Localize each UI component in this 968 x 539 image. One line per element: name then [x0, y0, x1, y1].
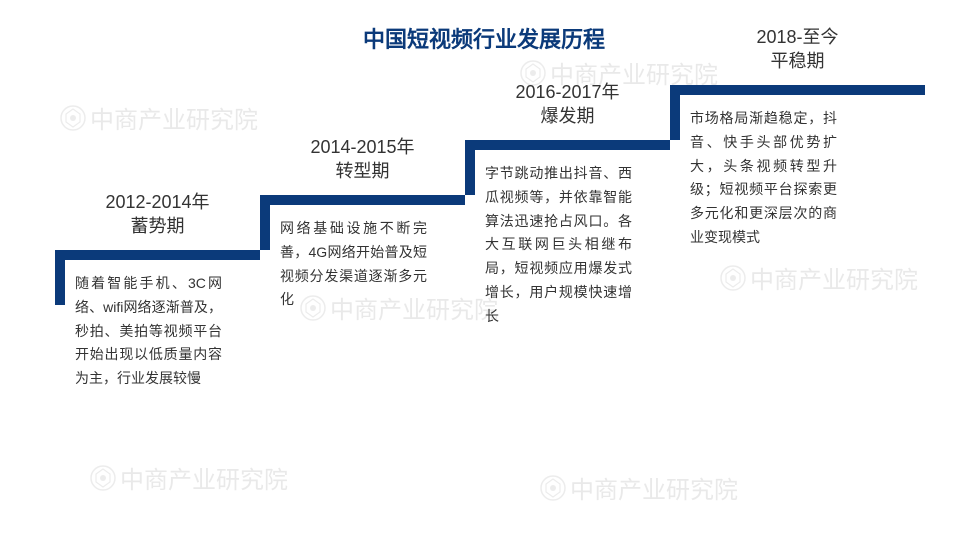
watermark: 中商产业研究院: [720, 260, 918, 295]
stage-desc-0: 随着智能手机、3C网络、wifi网络逐渐普及，秒拍、美拍等视频平台开始出现以低质…: [55, 260, 230, 391]
stage-period: 2018-至今: [670, 25, 925, 49]
stage-label-2: 2016-2017年爆发期: [465, 80, 670, 129]
step-tread: [465, 140, 670, 150]
stage-period: 2016-2017年: [465, 80, 670, 104]
watermark: 中商产业研究院: [540, 470, 738, 505]
watermark: 中商产业研究院: [90, 460, 288, 495]
step-tread: [55, 250, 260, 260]
stage-period: 2014-2015年: [260, 135, 465, 159]
stage-period: 2012-2014年: [55, 190, 260, 214]
stage-phase: 转型期: [260, 159, 465, 183]
stage-phase: 平稳期: [670, 49, 925, 73]
stage-desc-2: 字节跳动推出抖音、西瓜视频等，并依靠智能算法迅速抢占风口。各大互联网巨头相继布局…: [465, 150, 640, 329]
stage-desc-3: 市场格局渐趋稳定，抖音、快手头部优势扩大，头条视频转型升级；短视频平台探索更多元…: [670, 95, 845, 250]
step-tread: [260, 195, 465, 205]
stage-label-1: 2014-2015年转型期: [260, 135, 465, 184]
stage-desc-1: 网络基础设施不断完善，4G网络开始普及短视频分发渠道逐渐多元化: [260, 205, 435, 312]
stage-phase: 蓄势期: [55, 214, 260, 238]
stage-label-0: 2012-2014年蓄势期: [55, 190, 260, 239]
stage-label-3: 2018-至今平稳期: [670, 25, 925, 74]
step-tread: [670, 85, 925, 95]
stage-phase: 爆发期: [465, 104, 670, 128]
watermark: 中商产业研究院: [60, 100, 258, 135]
